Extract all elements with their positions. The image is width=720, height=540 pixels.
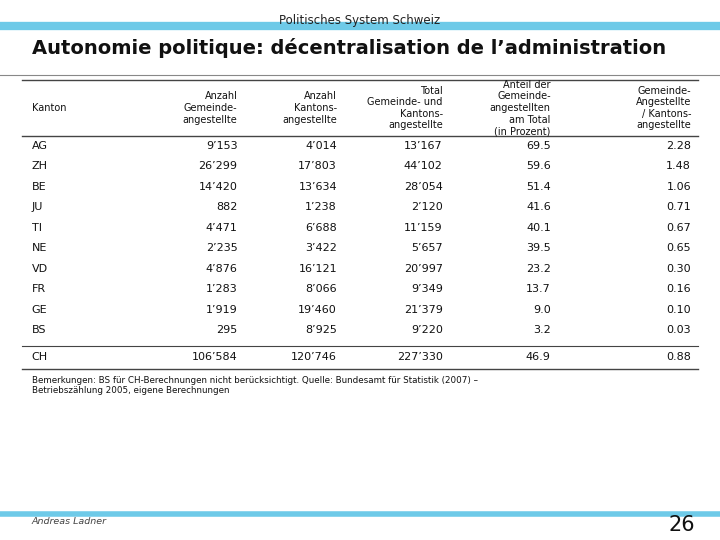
Text: 106’584: 106’584 [192, 353, 238, 362]
Text: 19’460: 19’460 [298, 305, 337, 315]
Text: 39.5: 39.5 [526, 244, 551, 253]
Text: 882: 882 [216, 202, 238, 212]
Text: NE: NE [32, 244, 47, 253]
Text: Anzahl
Gemeinde-
angestellte: Anzahl Gemeinde- angestellte [183, 91, 238, 125]
Text: 26’299: 26’299 [199, 161, 238, 171]
Text: 0.03: 0.03 [667, 326, 691, 335]
Text: 9’349: 9’349 [411, 285, 443, 294]
Text: 0.88: 0.88 [666, 353, 691, 362]
Text: 44’102: 44’102 [404, 161, 443, 171]
Text: 13’634: 13’634 [298, 182, 337, 192]
Text: Anteil der
Gemeinde-
angestellten
am Total
(in Prozent): Anteil der Gemeinde- angestellten am Tot… [490, 80, 551, 136]
Text: 3.2: 3.2 [533, 326, 551, 335]
Text: 295: 295 [216, 326, 238, 335]
Text: Andreas Ladner: Andreas Ladner [32, 517, 107, 526]
Text: 4’876: 4’876 [206, 264, 238, 274]
Text: 5’657: 5’657 [411, 244, 443, 253]
Text: 1’283: 1’283 [206, 285, 238, 294]
Text: JU: JU [32, 202, 43, 212]
Text: 0.30: 0.30 [667, 264, 691, 274]
Text: 1.06: 1.06 [667, 182, 691, 192]
Text: CH: CH [32, 353, 48, 362]
Text: 9’153: 9’153 [206, 141, 238, 151]
Text: 4’471: 4’471 [206, 223, 238, 233]
Text: 120’746: 120’746 [291, 353, 337, 362]
Text: 2’120: 2’120 [411, 202, 443, 212]
Text: 1’919: 1’919 [206, 305, 238, 315]
Text: 11’159: 11’159 [404, 223, 443, 233]
Text: Kanton: Kanton [32, 103, 66, 113]
Text: TI: TI [32, 223, 42, 233]
Text: 20’997: 20’997 [404, 264, 443, 274]
Text: 13.7: 13.7 [526, 285, 551, 294]
Text: 69.5: 69.5 [526, 141, 551, 151]
Text: FR: FR [32, 285, 46, 294]
Text: Bemerkungen: BS für CH-Berechnungen nicht berücksichtigt. Quelle: Bundesamt für : Bemerkungen: BS für CH-Berechnungen nich… [32, 376, 477, 395]
Text: 40.1: 40.1 [526, 223, 551, 233]
Text: BE: BE [32, 182, 46, 192]
Text: 0.71: 0.71 [667, 202, 691, 212]
Text: ZH: ZH [32, 161, 48, 171]
Text: 4’014: 4’014 [305, 141, 337, 151]
Text: 1.48: 1.48 [666, 161, 691, 171]
Text: Total
Gemeinde- und
Kantons-
angestellte: Total Gemeinde- und Kantons- angestellte [367, 86, 443, 130]
Text: 0.10: 0.10 [667, 305, 691, 315]
Text: BS: BS [32, 326, 46, 335]
Text: Politisches System Schweiz: Politisches System Schweiz [279, 14, 441, 27]
Text: 6’688: 6’688 [305, 223, 337, 233]
Text: AG: AG [32, 141, 48, 151]
Text: GE: GE [32, 305, 48, 315]
Text: 16’121: 16’121 [298, 264, 337, 274]
Text: 41.6: 41.6 [526, 202, 551, 212]
Text: 8’066: 8’066 [305, 285, 337, 294]
Text: Anzahl
Kantons-
angestellte: Anzahl Kantons- angestellte [282, 91, 337, 125]
Text: 59.6: 59.6 [526, 161, 551, 171]
Text: 0.65: 0.65 [667, 244, 691, 253]
Text: 13’167: 13’167 [404, 141, 443, 151]
Text: Autonomie politique: décentralisation de l’administration: Autonomie politique: décentralisation de… [32, 38, 666, 58]
Text: 21’379: 21’379 [404, 305, 443, 315]
Text: 26: 26 [669, 515, 696, 535]
Text: 227’330: 227’330 [397, 353, 443, 362]
Text: Gemeinde-
Angestellte
/ Kantons-
angestellte: Gemeinde- Angestellte / Kantons- angeste… [636, 86, 691, 130]
Text: 46.9: 46.9 [526, 353, 551, 362]
Text: 0.67: 0.67 [667, 223, 691, 233]
Text: 28’054: 28’054 [404, 182, 443, 192]
Text: 8’925: 8’925 [305, 326, 337, 335]
Text: 51.4: 51.4 [526, 182, 551, 192]
Text: 23.2: 23.2 [526, 264, 551, 274]
Text: 0.16: 0.16 [667, 285, 691, 294]
Text: 14’420: 14’420 [199, 182, 238, 192]
Text: 17’803: 17’803 [298, 161, 337, 171]
Text: 3’422: 3’422 [305, 244, 337, 253]
Text: 9’220: 9’220 [411, 326, 443, 335]
Text: VD: VD [32, 264, 48, 274]
Text: 2.28: 2.28 [666, 141, 691, 151]
Text: 2’235: 2’235 [206, 244, 238, 253]
Text: 9.0: 9.0 [533, 305, 551, 315]
Text: 1’238: 1’238 [305, 202, 337, 212]
